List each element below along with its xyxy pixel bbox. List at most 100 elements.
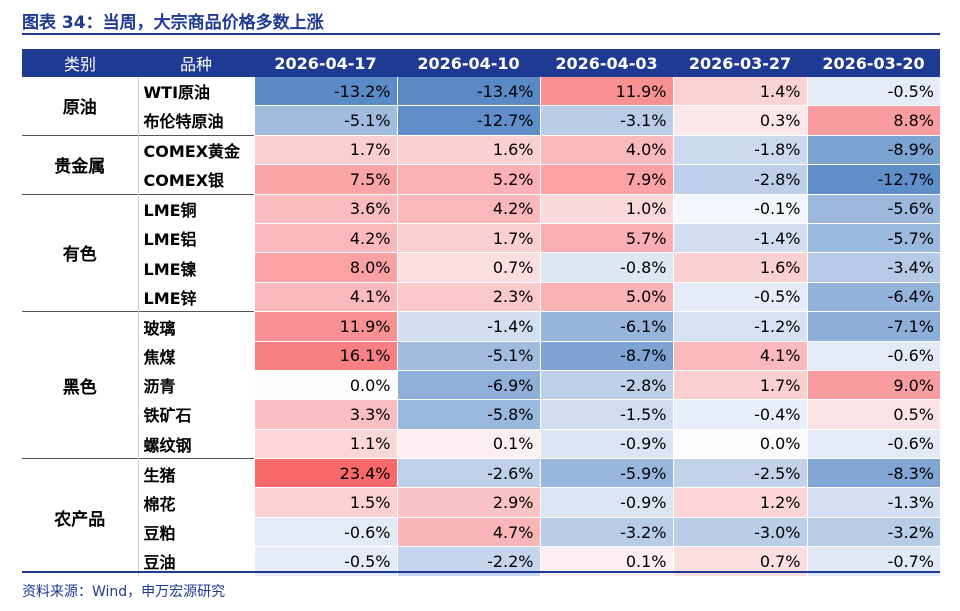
value-cell: 16.1% bbox=[253, 341, 397, 371]
value-cell: -1.4% bbox=[396, 311, 540, 342]
value-cell: -2.6% bbox=[396, 458, 540, 489]
table-row: LME镍 8.0% 0.7% -0.8% 1.6% -3.4% bbox=[22, 252, 940, 283]
value-cell: 1.6% bbox=[672, 252, 807, 283]
value-cell: -6.1% bbox=[539, 311, 673, 342]
value-cell: 1.7% bbox=[672, 370, 807, 401]
value-cell: -5.1% bbox=[253, 105, 397, 136]
table-row: 焦煤 16.1% -5.1% -8.7% 4.1% -0.6% bbox=[22, 341, 940, 371]
value-cell: 0.0% bbox=[672, 429, 807, 460]
value-cell: -8.7% bbox=[539, 341, 673, 371]
table-body: 原油 WTI原油 -13.2% -13.4% 11.9% 1.4% -0.5% 布伦特原油 -5… bbox=[22, 77, 940, 577]
value-cell: -8.3% bbox=[806, 458, 940, 489]
variety-label: 玻璃 bbox=[137, 311, 254, 342]
value-cell: 0.0% bbox=[253, 370, 397, 401]
value-cell: 4.1% bbox=[253, 282, 397, 313]
value-cell: -2.8% bbox=[539, 370, 673, 401]
table-row: COMEX银 7.5% 5.2% 7.9% -2.8% -12.7% bbox=[22, 164, 940, 195]
value-cell: -0.5% bbox=[253, 546, 397, 577]
table-row: 豆粕 -0.6% 4.7% -3.2% -3.0% -3.2% bbox=[22, 517, 940, 548]
header-variety: 品种 bbox=[138, 49, 254, 77]
variety-label: 铁矿石 bbox=[137, 399, 254, 430]
table-row: 铁矿石 3.3% -5.8% -1.5% -0.4% 0.5% bbox=[22, 399, 940, 430]
value-cell: 7.5% bbox=[253, 164, 397, 195]
value-cell: 5.7% bbox=[539, 223, 673, 254]
value-cell: -1.2% bbox=[672, 311, 807, 342]
value-cell: 4.7% bbox=[396, 517, 540, 548]
category-label: 贵金属 bbox=[22, 134, 138, 195]
value-cell: -5.8% bbox=[396, 399, 540, 430]
header-date-1: 2026-04-17 bbox=[254, 49, 397, 77]
value-cell: 1.5% bbox=[253, 487, 397, 518]
header-category: 类别 bbox=[22, 49, 138, 77]
value-cell: 1.7% bbox=[253, 134, 397, 166]
variety-label: LME铜 bbox=[137, 193, 254, 224]
value-cell: -7.1% bbox=[806, 311, 940, 342]
value-cell: 11.9% bbox=[539, 77, 673, 107]
title-rule bbox=[22, 33, 940, 35]
table-row: 农产品 生猪 23.4% -2.6% -5.9% -2.5% -8.3% bbox=[22, 458, 940, 577]
table-row: LME锌 4.1% 2.3% 5.0% -0.5% -6.4% bbox=[22, 282, 940, 313]
value-cell: -0.4% bbox=[672, 399, 807, 430]
value-cell: 11.9% bbox=[253, 311, 397, 342]
value-cell: 5.0% bbox=[539, 282, 673, 313]
value-cell: -2.8% bbox=[672, 164, 807, 195]
value-cell: 23.4% bbox=[253, 458, 397, 489]
value-cell: 0.3% bbox=[672, 105, 807, 136]
value-cell: -3.0% bbox=[672, 517, 807, 548]
value-cell: -12.7% bbox=[806, 164, 940, 195]
table-row: 黑色 玻璃 11.9% -1.4% -6.1% -1.2% -7.1% bbox=[22, 311, 940, 459]
variety-label: COMEX黄金 bbox=[137, 134, 254, 165]
value-cell: 8.8% bbox=[806, 105, 940, 136]
value-cell: -13.4% bbox=[396, 77, 540, 107]
value-cell: 9.0% bbox=[806, 370, 940, 401]
variety-label: LME铝 bbox=[137, 223, 254, 253]
value-cell: -1.8% bbox=[672, 134, 807, 166]
value-cell: 4.0% bbox=[539, 134, 673, 166]
table-row: 沥青 0.0% -6.9% -2.8% 1.7% 9.0% bbox=[22, 370, 940, 401]
header-row: 类别 品种 2026-04-17 2026-04-10 2026-04-03 2… bbox=[22, 49, 940, 77]
value-cell: 8.0% bbox=[253, 252, 397, 283]
value-cell: -0.5% bbox=[672, 282, 807, 313]
value-cell: 1.4% bbox=[672, 77, 807, 107]
value-cell: -0.9% bbox=[539, 429, 673, 460]
value-cell: 4.1% bbox=[672, 341, 807, 371]
value-cell: 3.3% bbox=[253, 399, 397, 430]
value-cell: -5.7% bbox=[806, 223, 940, 254]
value-cell: -5.9% bbox=[539, 458, 673, 489]
variety-label: 生猪 bbox=[137, 458, 254, 488]
value-cell: 3.6% bbox=[253, 193, 397, 224]
table-row: 棉花 1.5% 2.9% -0.9% 1.2% -1.3% bbox=[22, 487, 940, 518]
variety-label: 棉花 bbox=[137, 487, 254, 518]
value-cell: -3.2% bbox=[806, 517, 940, 548]
header-date-5: 2026-03-20 bbox=[807, 49, 940, 77]
value-cell: -0.6% bbox=[806, 429, 940, 460]
value-cell: 1.7% bbox=[396, 223, 540, 254]
value-cell: -8.9% bbox=[806, 134, 940, 166]
header-date-2: 2026-04-10 bbox=[397, 49, 540, 77]
category-label: 原油 bbox=[62, 98, 97, 119]
value-cell: -5.6% bbox=[806, 193, 940, 224]
value-cell: -3.2% bbox=[539, 517, 673, 548]
value-cell: 5.2% bbox=[396, 164, 540, 195]
value-cell: -6.4% bbox=[806, 282, 940, 313]
table-row: LME铝 4.2% 1.7% 5.7% -1.4% -5.7% bbox=[22, 223, 940, 254]
value-cell: -5.1% bbox=[396, 341, 540, 371]
category-label: 黑色 bbox=[22, 311, 138, 459]
value-cell: -0.8% bbox=[539, 252, 673, 283]
value-cell: -1.5% bbox=[539, 399, 673, 430]
value-cell: 0.1% bbox=[396, 429, 540, 460]
table-row: 原油 WTI原油 -13.2% -13.4% 11.9% 1.4% -0.5% bbox=[22, 77, 940, 118]
value-cell: 2.9% bbox=[396, 487, 540, 518]
value-cell: -2.5% bbox=[672, 458, 807, 489]
value-cell: -0.1% bbox=[672, 193, 807, 224]
table-row: 有色 LME铜 3.6% 4.2% 1.0% -0.1% -5.6% bbox=[22, 193, 940, 312]
variety-label: 焦煤 bbox=[137, 341, 254, 371]
value-cell: -3.1% bbox=[539, 105, 673, 136]
variety-label: LME锌 bbox=[137, 282, 254, 312]
value-cell: 4.2% bbox=[253, 223, 397, 254]
chart-title: 图表 34：当周，大宗商品价格多数上涨 bbox=[22, 13, 324, 33]
value-cell: -0.9% bbox=[539, 487, 673, 518]
variety-label: LME镍 bbox=[137, 252, 254, 283]
value-cell: 1.1% bbox=[253, 429, 397, 460]
commodity-price-table: 类别 品种 2026-04-17 2026-04-10 2026-04-03 2… bbox=[22, 49, 940, 577]
